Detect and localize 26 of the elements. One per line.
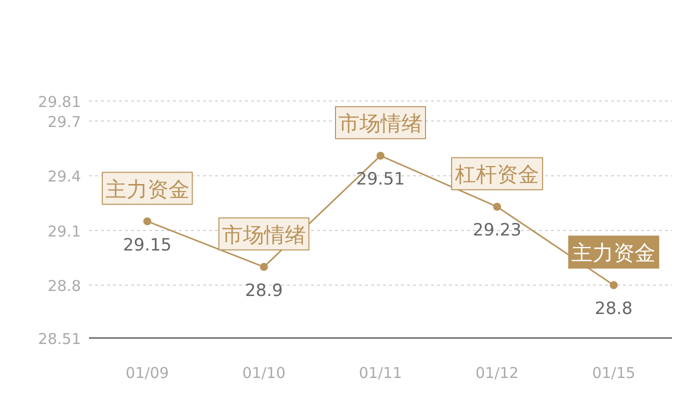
point <box>376 152 384 160</box>
data-label: 29.15 <box>122 235 172 256</box>
annotation: 市场情绪 <box>338 112 422 136</box>
data-label: 28.8 <box>594 299 633 320</box>
x-tick-label: 01/10 <box>242 364 286 382</box>
point <box>260 262 268 271</box>
point <box>143 217 152 226</box>
point <box>610 281 618 290</box>
annotation: 主力资金 <box>572 241 656 266</box>
data-label: 29.51 <box>356 170 405 190</box>
annotation: 杠杆资金 <box>454 162 540 187</box>
x-tick-label: 01/11 <box>358 364 402 382</box>
x-tick-label: 01/12 <box>475 364 519 382</box>
y-tick-label: 29.81 <box>38 93 81 111</box>
y-tick-label: 28.8 <box>48 277 81 296</box>
y-tick-label: 29.1 <box>48 222 81 240</box>
point <box>493 202 502 211</box>
x-tick-label: 01/15 <box>592 364 636 382</box>
y-tick-label: 29.7 <box>48 113 81 132</box>
y-tick-label: 29.4 <box>48 168 81 186</box>
data-label: 28.9 <box>244 280 283 301</box>
x-tick-label: 01/09 <box>126 364 169 382</box>
annotation: 市场情绪 <box>222 222 306 247</box>
y-tick-label: 28.51 <box>38 330 81 348</box>
data-label: 29.23 <box>472 220 522 241</box>
annotation: 主力资金 <box>105 177 190 202</box>
